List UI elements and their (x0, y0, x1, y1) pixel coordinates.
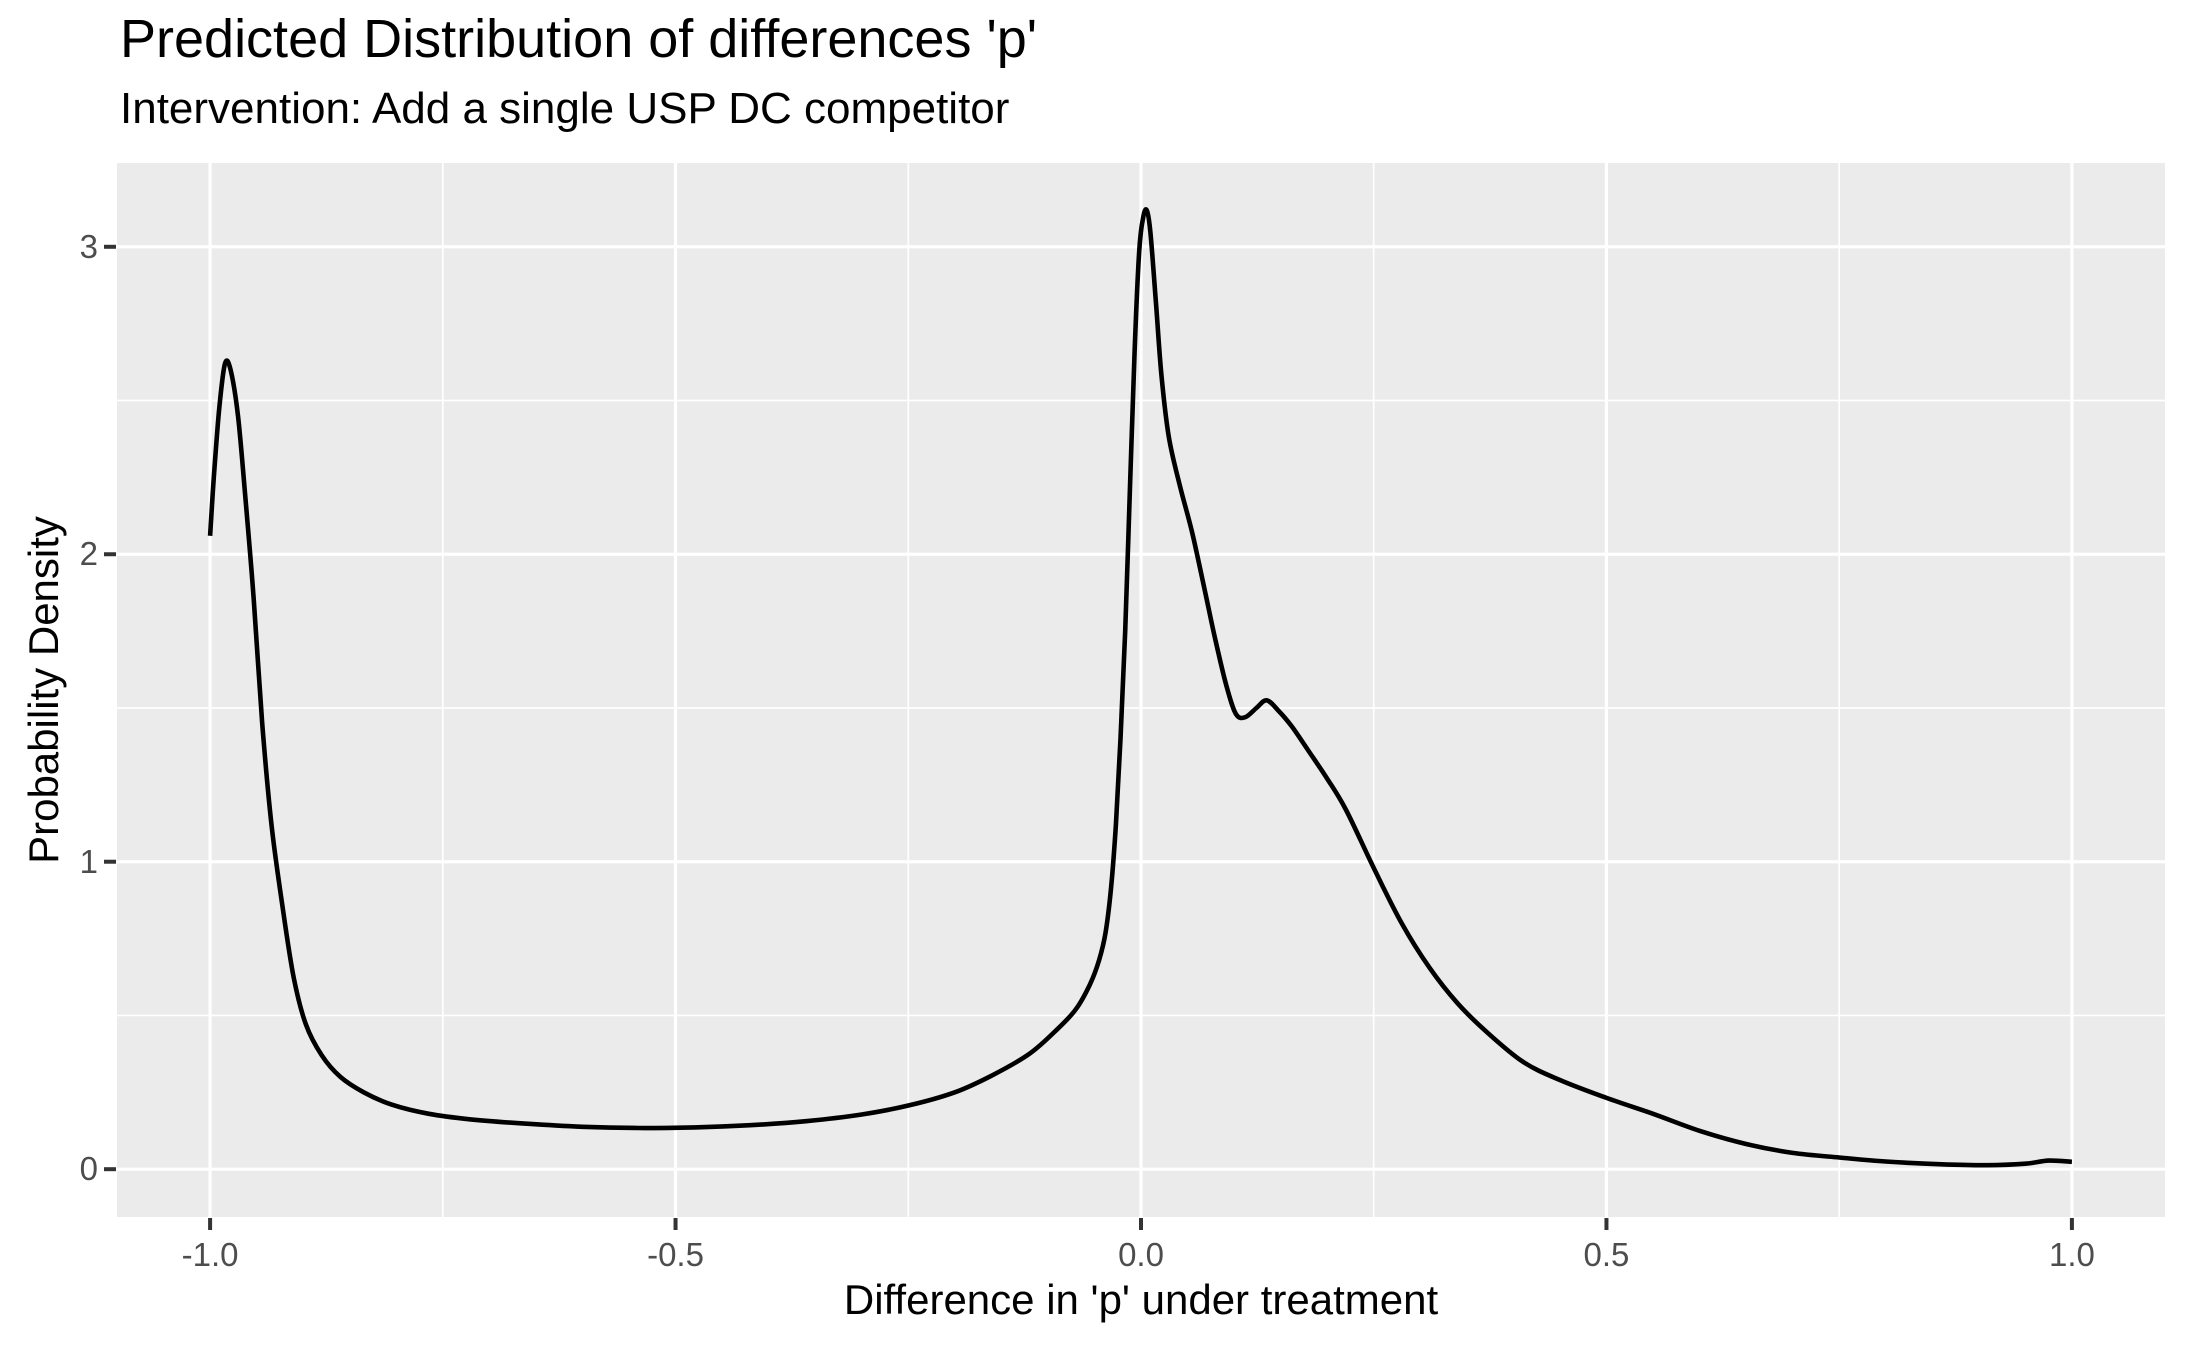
x-tick-label: 0.0 (1118, 1236, 1164, 1273)
x-tick-label: 0.5 (1583, 1236, 1630, 1273)
y-tick-label: 2 (79, 535, 98, 573)
plot-title: Predicted Distribution of differences 'p… (120, 9, 1038, 69)
density-curve (207, 207, 2073, 1168)
x-tick-label: 1.0 (2048, 1236, 2095, 1273)
x-tick-label: -0.5 (647, 1236, 704, 1273)
y-tick-label: 0 (79, 1150, 98, 1188)
y-tick-label: 3 (79, 227, 98, 265)
plot-subtitle: Intervention: Add a single USP DC compet… (120, 84, 1010, 133)
x-tick-label: -1.0 (181, 1236, 239, 1273)
x-axis-title: Difference in 'p' under treatment (843, 1276, 1439, 1323)
y-tick-label: 1 (79, 842, 98, 880)
